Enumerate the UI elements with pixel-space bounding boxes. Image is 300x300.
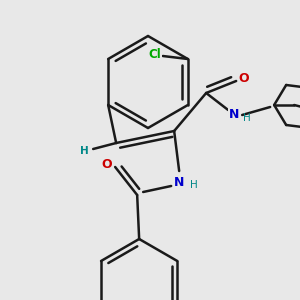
Text: N: N: [229, 109, 239, 122]
Text: H: H: [243, 113, 251, 123]
Text: O: O: [102, 158, 112, 172]
Text: Cl: Cl: [148, 47, 161, 61]
Text: O: O: [239, 73, 250, 85]
Text: N: N: [174, 176, 184, 190]
Text: H: H: [190, 180, 198, 190]
Text: H: H: [80, 146, 88, 156]
